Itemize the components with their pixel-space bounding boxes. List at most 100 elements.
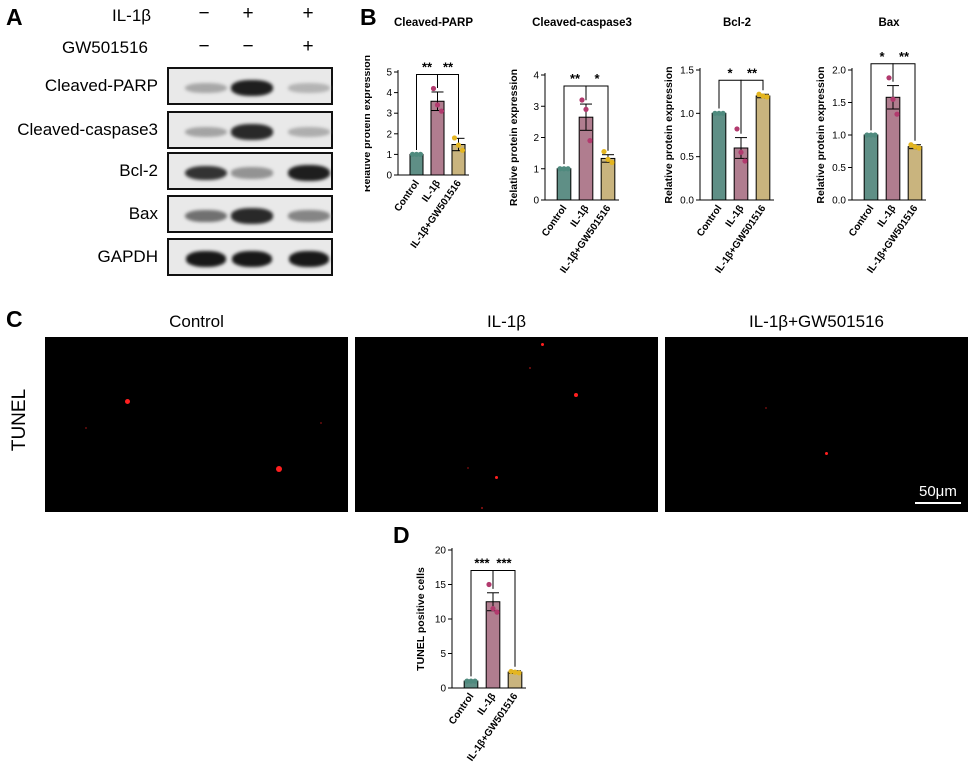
sign-gw-control: − [198,36,210,57]
data-point [716,110,722,116]
data-point [508,668,514,675]
y-tick-label: 2.0 [832,66,846,77]
chart-title: Bax [878,17,900,29]
data-point [894,111,900,117]
y-tick-label: 0.0 [680,196,694,207]
blot-box [167,152,333,190]
blot-band [185,82,227,94]
bar [711,112,727,201]
tunel-positive-cell [276,466,282,472]
blot-band [288,127,330,137]
data-point [908,142,914,148]
y-tick-label: 5 [386,68,392,79]
x-tick-label: Control [393,178,423,214]
tunel-positive-cell [85,427,87,429]
data-point [890,96,896,102]
data-point [734,126,740,132]
tunel-positive-cell [320,422,322,424]
blot-row-label: GAPDH [97,247,158,266]
blot-row-label: Cleaved-caspase3 [17,120,158,139]
data-point [561,166,567,172]
data-point [756,91,762,97]
data-point [886,75,892,81]
data-point [413,151,420,157]
y-tick-label: 2 [533,133,539,144]
significance-bracket [892,63,916,141]
significance-bracket [437,73,459,135]
tunel-positive-cell [541,343,544,346]
column-label-combo: IL-1β+GW501516 [749,312,884,331]
y-tick-label: 4 [386,88,392,99]
panel-a-letter: A [6,4,23,30]
data-point [916,145,922,151]
y-axis-label: Relative protein expression [365,55,373,192]
blot-box [167,67,333,105]
sign-gw-combo: + [302,36,314,57]
y-tick-label: 3 [533,102,539,113]
bar [409,153,424,176]
blot-band [289,251,329,267]
blot-row-label: Cleaved-PARP [44,76,158,95]
data-point [434,102,441,108]
data-point [409,151,416,157]
tunel-positive-cell [529,367,531,369]
significance-label: ** [899,49,910,64]
blot-band [231,208,273,224]
row-label-tunel: TUNEL [9,388,31,452]
data-point [486,581,492,588]
scale-bar [915,502,961,504]
y-tick-label: 15 [435,580,447,591]
significance-label: ** [747,65,758,80]
significance-label: * [879,49,885,64]
data-point [455,142,462,148]
data-point [468,678,474,684]
data-point [494,609,500,615]
y-tick-label: 1.5 [832,98,846,109]
panel-c-letter: C [6,306,23,332]
sign-il1b-control: − [198,3,210,24]
data-point [912,144,918,150]
treatment-label-il1b: IL-1β [112,6,152,25]
sign-il1b-il1b: + [242,3,254,24]
chart-title: Cleaved-caspase3 [532,17,632,29]
y-tick-label: 3 [386,109,392,120]
chart-bax: Bax Relative protein expression 0.0 0.5 1.0 1… [815,17,926,275]
tunel-positive-cell [481,507,483,509]
y-axis-label: Relative protein expression [663,66,675,203]
data-point [565,166,571,172]
tunel-positive-cell [825,452,828,455]
data-point [464,678,470,684]
bar [485,601,501,689]
blot-box [167,111,333,149]
blot-band [231,167,273,179]
blot-band [288,210,330,222]
treatment-label-gw501516: GW501516 [62,38,148,57]
column-label-control: Control [169,312,224,331]
data-point [720,110,726,116]
blot-box [167,195,333,233]
y-tick-label: 5 [440,649,446,660]
bar [755,95,771,201]
data-point [512,669,518,675]
y-tick-label: 0 [386,171,392,182]
tunel-positive-cell [574,393,578,397]
y-tick-label: 0.5 [832,163,846,174]
data-point [472,678,478,684]
panel-b-letter: B [360,4,377,30]
y-tick-label: 1.0 [832,131,846,142]
significance-label: ** [570,71,581,86]
sign-gw-il1b: − [242,36,254,57]
data-point [516,670,522,676]
blot-row-label: Bax [128,204,158,223]
panel-d-letter: D [393,522,410,548]
significance-label: * [594,71,600,86]
y-tick-label: 2 [386,129,392,140]
data-point [712,110,718,116]
y-axis-label: Relative protein expression [815,66,827,203]
significance-label: ** [443,59,454,74]
y-axis-label: TUNEL positive cells [415,567,427,671]
data-point [864,132,870,138]
x-tick-label: Control [695,203,725,239]
blot-band [185,209,227,223]
y-tick-label: 1 [533,164,539,175]
